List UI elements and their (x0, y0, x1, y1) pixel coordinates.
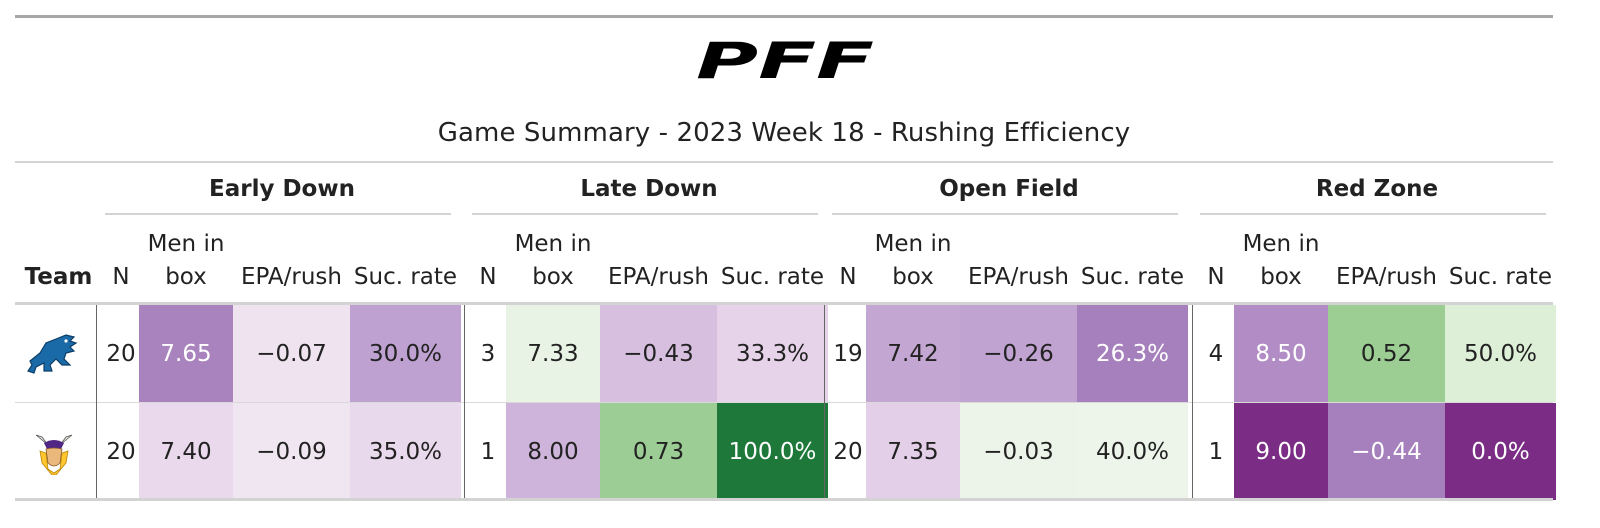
open-field-n-cell: 20 (830, 403, 866, 500)
group-separator-line (464, 305, 465, 498)
red-zone-epa-per-rush-cell: −0.44 (1328, 403, 1445, 500)
early-down-epa-per-rush-cell: −0.07 (233, 305, 350, 402)
open-field-success-rate-cell: 40.0% (1077, 403, 1188, 500)
early-down-group-header: Early Down (209, 176, 355, 202)
bottom-rule (15, 498, 1553, 501)
early-down-n-header: N (112, 264, 130, 290)
red-zone-n-cell: 1 (1198, 403, 1234, 500)
red-zone-success-rate-cell: 50.0% (1445, 305, 1556, 402)
open-field-epa-per-rush-cell: −0.26 (960, 305, 1077, 402)
open-field-men-in-box-cell: 7.42 (866, 305, 960, 402)
open-field-group-rule (832, 213, 1178, 215)
late-down-group-header: Late Down (580, 176, 718, 202)
early-down-men-in-box-cell: 7.40 (139, 403, 233, 500)
open-field-men-in-box-header-line1: Men in (874, 231, 952, 257)
red-zone-men-in-box-cell: 9.00 (1234, 403, 1328, 500)
early-down-epa-per-rush-cell: −0.09 (233, 403, 350, 500)
open-field-n-cell: 19 (830, 305, 866, 402)
red-zone-success-rate-header: Suc. rate (1448, 264, 1553, 290)
detroit-lions-logo-icon (26, 331, 82, 377)
early-down-success-rate-cell: 35.0% (350, 403, 461, 500)
open-field-epa-per-rush-header: EPA/rush (967, 264, 1069, 290)
late-down-n-header: N (479, 264, 497, 290)
open-field-group-header: Open Field (939, 176, 1079, 202)
late-down-epa-per-rush-cell: 0.73 (600, 403, 717, 500)
group-separator-line (1192, 305, 1193, 498)
open-field-men-in-box-cell: 7.35 (866, 403, 960, 500)
red-zone-success-rate-cell: 0.0% (1445, 403, 1556, 500)
early-down-success-rate-cell: 30.0% (350, 305, 461, 402)
red-zone-epa-per-rush-header: EPA/rush (1335, 264, 1437, 290)
pff-logo-text: PFF (696, 38, 874, 82)
late-down-men-in-box-header-line2: box (532, 264, 574, 290)
red-zone-group-header: Red Zone (1315, 176, 1439, 202)
early-down-n-cell: 20 (103, 305, 139, 402)
pff-logo: PFF (696, 38, 874, 82)
late-down-success-rate-cell: 100.0% (717, 403, 828, 500)
open-field-success-rate-cell: 26.3% (1077, 305, 1188, 402)
open-field-success-rate-header: Suc. rate (1080, 264, 1185, 290)
early-down-men-in-box-header-line1: Men in (147, 231, 225, 257)
late-down-men-in-box-header-line1: Men in (514, 231, 592, 257)
table-title: Game Summary - 2023 Week 18 - Rushing Ef… (437, 118, 1131, 148)
red-zone-men-in-box-header-line1: Men in (1242, 231, 1320, 257)
red-zone-group-rule (1200, 213, 1546, 215)
early-down-success-rate-header: Suc. rate (353, 264, 458, 290)
red-zone-n-header: N (1207, 264, 1225, 290)
red-zone-men-in-box-cell: 8.50 (1234, 305, 1328, 402)
group-separator-line (824, 305, 825, 498)
red-zone-n-cell: 4 (1198, 305, 1234, 402)
open-field-men-in-box-header-line2: box (892, 264, 934, 290)
red-zone-epa-per-rush-cell: 0.52 (1328, 305, 1445, 402)
row-separator (15, 402, 1553, 403)
team-column-header: Team (24, 264, 93, 290)
header-rule (15, 302, 1553, 305)
red-zone-men-in-box-header-line2: box (1260, 264, 1302, 290)
late-down-men-in-box-cell: 8.00 (506, 403, 600, 500)
open-field-n-header: N (839, 264, 857, 290)
early-down-men-in-box-header-line2: box (165, 264, 207, 290)
late-down-men-in-box-cell: 7.33 (506, 305, 600, 402)
open-field-epa-per-rush-cell: −0.03 (960, 403, 1077, 500)
late-down-epa-per-rush-header: EPA/rush (607, 264, 709, 290)
title-rule (15, 161, 1553, 163)
late-down-n-cell: 1 (470, 403, 506, 500)
group-separator-line (96, 305, 97, 498)
late-down-epa-per-rush-cell: −0.43 (600, 305, 717, 402)
early-down-men-in-box-cell: 7.65 (139, 305, 233, 402)
minnesota-vikings-logo-icon (26, 429, 82, 476)
late-down-success-rate-header: Suc. rate (720, 264, 825, 290)
early-down-group-rule (105, 213, 451, 215)
early-down-n-cell: 20 (103, 403, 139, 500)
late-down-success-rate-cell: 33.3% (717, 305, 828, 402)
early-down-epa-per-rush-header: EPA/rush (240, 264, 342, 290)
top-border-line (15, 15, 1553, 18)
late-down-group-rule (472, 213, 818, 215)
late-down-n-cell: 3 (470, 305, 506, 402)
